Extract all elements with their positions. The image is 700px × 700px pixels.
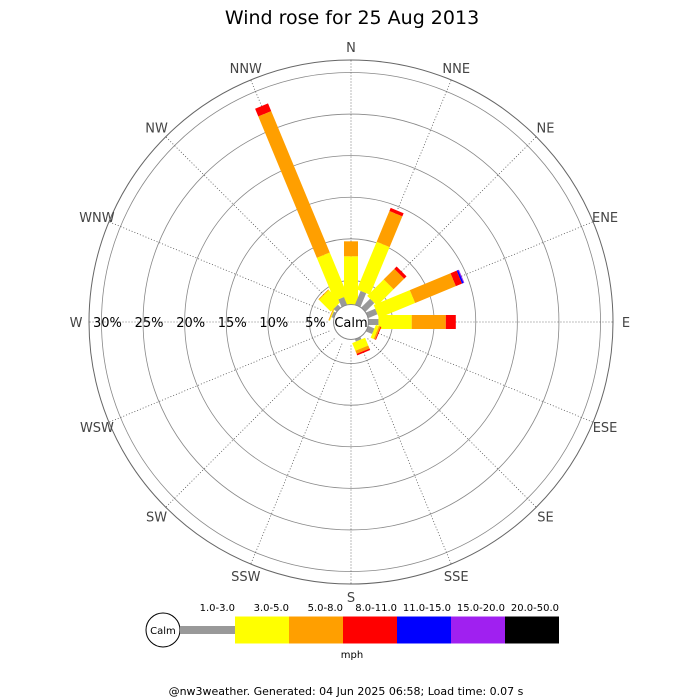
bar-segment <box>394 266 407 279</box>
grid-ring <box>101 72 601 572</box>
footer-text: @nw3weather. Generated: 04 Jun 2025 06:5… <box>169 685 524 698</box>
grid-ring <box>225 196 477 448</box>
bar-segment <box>356 348 371 356</box>
legend-bin-label: 8.0-11.0 <box>355 603 397 614</box>
bar-segment <box>373 326 381 340</box>
bar-segment <box>316 252 348 301</box>
bar-segment <box>378 315 412 329</box>
bar-segment <box>356 241 390 295</box>
bar-segment <box>445 315 456 329</box>
legend-swatch <box>397 616 451 644</box>
compass-label: N <box>346 41 356 56</box>
bar-segment <box>344 256 358 305</box>
legend-bin-label: 3.0-5.0 <box>254 603 289 614</box>
bar-segment <box>373 290 416 318</box>
legend-swatch <box>235 616 289 644</box>
legend-swatch <box>289 616 343 644</box>
bar-segment <box>354 336 362 342</box>
bar-segment <box>409 273 456 304</box>
bar-segment <box>328 307 335 321</box>
bar-segment <box>318 289 329 300</box>
compass-label: W <box>70 316 83 331</box>
ring-label: 30% <box>93 316 122 331</box>
spoke-line <box>108 221 330 314</box>
bar-segment <box>338 297 348 308</box>
compass-label: S <box>347 591 355 606</box>
legend-swatch <box>505 616 559 644</box>
bar-segment <box>458 269 465 283</box>
compass-label: NNW <box>230 62 262 77</box>
ring-label: 15% <box>218 316 247 331</box>
compass-label: SSE <box>444 570 469 585</box>
compass-label: SSW <box>231 570 261 585</box>
compass-label: ENE <box>592 211 618 226</box>
bar-segment <box>389 207 404 217</box>
legend-bin-label: 15.0-20.0 <box>457 603 505 614</box>
bar-segment <box>365 308 378 319</box>
ring-label: 20% <box>176 316 205 331</box>
spoke-line <box>165 136 335 306</box>
bar-segment <box>329 307 336 321</box>
bar-segment <box>383 268 405 290</box>
legend-swatch <box>451 616 505 644</box>
spoke-line <box>165 338 335 508</box>
ring-label: 10% <box>259 316 288 331</box>
bar-segment <box>370 324 380 339</box>
compass-label: NNE <box>442 62 470 77</box>
compass-label: WNW <box>79 211 115 226</box>
compass-label: NE <box>536 122 554 137</box>
ring-label: 25% <box>135 316 164 331</box>
spoke-line <box>367 338 537 508</box>
bar-segment <box>361 298 375 312</box>
bar-segment <box>318 289 341 312</box>
compass-label: WSW <box>80 421 114 436</box>
spoke-line <box>108 330 330 423</box>
bar-segment <box>258 111 330 258</box>
legend-bin-label: 20.0-50.0 <box>511 603 559 614</box>
spoke-line <box>250 343 343 565</box>
compass-label: E <box>622 316 630 331</box>
spoke-line <box>372 330 594 423</box>
bar-segment <box>365 325 375 335</box>
bar-segment <box>352 337 369 351</box>
wind-bars: Calm <box>255 103 465 356</box>
bar-segment <box>368 319 379 325</box>
bar-segment <box>331 311 337 319</box>
bar-segment <box>456 270 464 284</box>
bar-segment <box>367 279 394 306</box>
legend-swatch <box>343 616 397 644</box>
bar-segment <box>354 290 367 308</box>
grid-ring <box>184 155 518 489</box>
compass-label: NW <box>145 122 168 137</box>
compass-label: SE <box>537 510 553 525</box>
bar-segment <box>450 270 463 287</box>
compass-label: SW <box>146 510 167 525</box>
bar-segment <box>375 326 382 340</box>
legend-bin-label: 1.0-3.0 <box>200 603 235 614</box>
legend-calm-label: Calm <box>150 626 176 637</box>
legend-bin-label: 11.0-15.0 <box>403 603 451 614</box>
bar-segment <box>355 345 370 354</box>
bar-segment <box>411 315 446 329</box>
chart-title: Wind rose for 25 Aug 2013 <box>225 7 479 29</box>
legend-bin-label: 5.0-8.0 <box>308 603 343 614</box>
bar-segment <box>333 304 341 312</box>
ring-label: 5% <box>305 316 326 331</box>
speed-legend: Calm 1.0-3.0 3.0-5.0 5.0-8.0 8.0-11.0 11.0-15… <box>145 603 559 661</box>
grid-ring <box>142 113 560 531</box>
bar-segment <box>344 241 358 257</box>
legend-unit: mph <box>341 650 363 661</box>
outer-ring <box>88 59 614 585</box>
legend-swatch <box>180 626 235 634</box>
spoke-line <box>359 343 452 565</box>
bar-segment <box>255 103 272 117</box>
calm-circle <box>333 304 369 340</box>
bar-segment <box>376 210 403 248</box>
axis-labels: N NNE NE ENE E ESE SE SSE S SSW SW WSW W WNW NW NNW 5% 10… <box>70 41 631 606</box>
compass-label: ESE <box>593 421 618 436</box>
calm-label: Calm <box>334 316 367 331</box>
